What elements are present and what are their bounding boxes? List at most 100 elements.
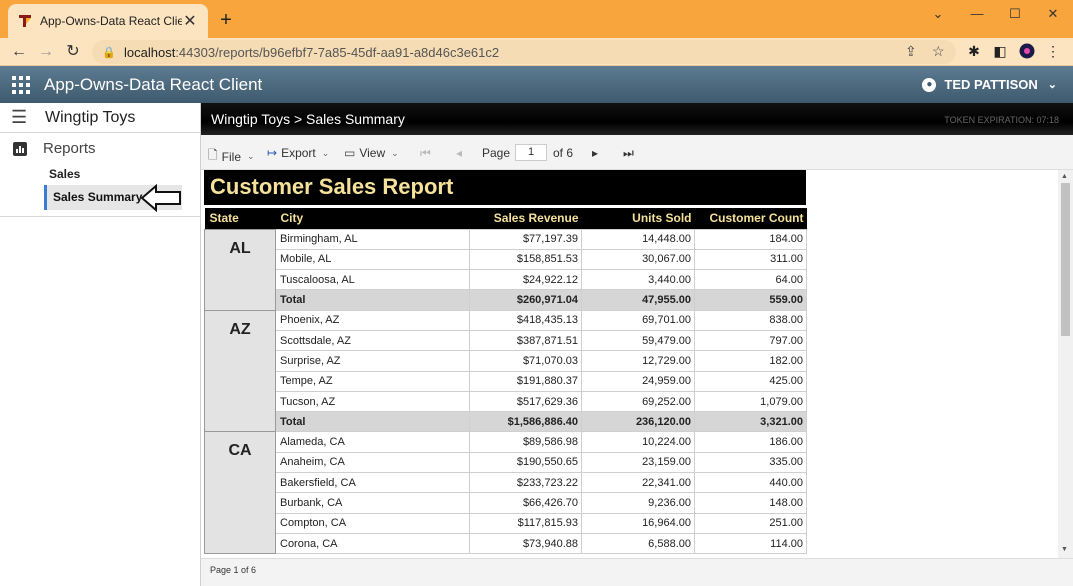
city-cell: Corona, CA bbox=[275, 532, 470, 555]
value-cell: 22,341.00 bbox=[581, 472, 695, 494]
value-cell: 64.00 bbox=[694, 269, 807, 291]
value-cell: $233,723.22 bbox=[469, 472, 582, 494]
report-toolbar: 🗋 File ⌄ ↦ Export ⌄ ▭ View ⌄ ⏮ ◂ Page 1 … bbox=[201, 135, 1073, 170]
value-cell: 148.00 bbox=[694, 492, 807, 514]
profile-avatar-icon[interactable] bbox=[1018, 43, 1036, 62]
browser-menu-icon[interactable]: ⋮ bbox=[1046, 43, 1060, 59]
value-cell: 24,959.00 bbox=[581, 370, 695, 392]
table-row: Burbank, CA $66,426.70 9,236.00 148.00 bbox=[205, 492, 807, 514]
share-icon[interactable]: ⇪ bbox=[905, 43, 917, 59]
column-header: Sales Revenue bbox=[469, 208, 582, 229]
value-cell: 59,479.00 bbox=[581, 329, 695, 352]
new-tab-button[interactable]: + bbox=[220, 9, 232, 31]
value-cell: $24,922.12 bbox=[469, 269, 582, 291]
last-page-icon[interactable]: ⏭ bbox=[623, 146, 634, 160]
forward-icon[interactable]: → bbox=[38, 43, 54, 60]
total-label: Total bbox=[275, 289, 470, 311]
total-row: Total $260,971.04 47,955.00 559.00 bbox=[205, 289, 807, 311]
value-cell: 114.00 bbox=[694, 532, 807, 555]
bookmark-star-icon[interactable]: ☆ bbox=[932, 43, 945, 59]
value-cell: 9,236.00 bbox=[581, 492, 695, 514]
value-cell: 10,224.00 bbox=[581, 431, 695, 453]
value-cell: $89,586.98 bbox=[469, 431, 582, 453]
reports-label: Reports bbox=[43, 140, 96, 157]
value-cell: 440.00 bbox=[694, 472, 807, 494]
city-cell: Tucson, AZ bbox=[275, 390, 470, 413]
table-row: AL Birmingham, AL $77,197.39 14,448.00 184.0… bbox=[204, 228, 807, 311]
view-menu[interactable]: ▭ View ⌄ bbox=[344, 146, 399, 160]
state-cell: CA bbox=[204, 431, 276, 555]
chevron-down-icon[interactable]: ⌄ bbox=[932, 6, 944, 21]
value-cell: 311.00 bbox=[694, 248, 807, 271]
table-row: CA Alameda, CA $89,586.98 10,224.00 186.00 bbox=[204, 431, 807, 555]
address-bar[interactable]: 🔒 localhost:44303/reports/b96efbf7-7a85-… bbox=[92, 40, 956, 64]
token-expiration: TOKEN EXPIRATION: 07:18 bbox=[944, 115, 1059, 125]
value-cell: 69,252.00 bbox=[581, 390, 695, 413]
extensions-puzzle-icon[interactable]: ✱ bbox=[968, 43, 980, 59]
scroll-down-icon[interactable]: ▼ bbox=[1061, 546, 1068, 553]
side-panel-icon[interactable]: ◧ bbox=[993, 43, 1007, 59]
state-cell: AL bbox=[204, 228, 276, 311]
table-header-row: State City Sales Revenue Units Sold Cust… bbox=[204, 208, 807, 229]
file-menu[interactable]: 🗋 File ⌄ bbox=[208, 146, 255, 167]
vertical-scrollbar[interactable]: ▲ ▼ bbox=[1058, 170, 1073, 558]
table-row: Scottsdale, AZ $387,871.51 59,479.00 797.00 bbox=[205, 329, 807, 352]
column-header: State bbox=[204, 208, 276, 229]
first-page-icon[interactable]: ⏮ bbox=[420, 146, 431, 160]
report-title: Customer Sales Report bbox=[204, 170, 806, 205]
value-cell: 182.00 bbox=[694, 350, 807, 372]
page-number-input[interactable]: 1 bbox=[515, 144, 547, 161]
value-cell: $73,940.88 bbox=[469, 532, 582, 555]
sales-report-table: State City Sales Revenue Units Sold Cust… bbox=[204, 208, 807, 555]
hamburger-menu-icon[interactable]: ☰ bbox=[11, 107, 28, 127]
value-cell: 1,079.00 bbox=[694, 390, 807, 413]
file-label: File bbox=[221, 149, 241, 164]
value-cell: 23,159.00 bbox=[581, 451, 695, 474]
back-icon[interactable]: ← bbox=[11, 43, 27, 60]
page-label: Page bbox=[482, 146, 511, 160]
value-cell: 184.00 bbox=[694, 228, 807, 250]
page-status: Page 1 of 6 bbox=[210, 565, 257, 575]
value-cell: 14,448.00 bbox=[581, 228, 695, 250]
table-row: AZ Phoenix, AZ $418,435.13 69,701.00 838.00 bbox=[204, 309, 807, 433]
total-value: $260,971.04 bbox=[469, 289, 582, 311]
close-tab-icon[interactable]: ✕ bbox=[183, 13, 197, 30]
scrollbar-thumb[interactable] bbox=[1061, 183, 1070, 336]
table-row: Corona, CA $73,940.88 6,588.00 114.00 bbox=[205, 532, 807, 555]
value-cell: 16,964.00 bbox=[581, 512, 695, 534]
pointer-arrow-icon bbox=[140, 184, 181, 212]
user-account-icon: ● bbox=[922, 77, 937, 92]
window-close-icon[interactable]: ✕ bbox=[1047, 6, 1059, 21]
maximize-icon[interactable]: ☐ bbox=[1009, 6, 1021, 21]
url-host: localhost bbox=[124, 44, 176, 60]
export-menu[interactable]: ↦ Export ⌄ bbox=[267, 146, 329, 160]
nav-item-sales[interactable]: Sales bbox=[49, 167, 81, 181]
minimize-icon[interactable]: — bbox=[970, 6, 984, 21]
value-cell: 186.00 bbox=[694, 431, 807, 453]
next-page-icon[interactable]: ▸ bbox=[592, 146, 599, 160]
value-cell: $517,629.36 bbox=[469, 390, 582, 413]
value-cell: $191,880.37 bbox=[469, 370, 582, 392]
reports-section[interactable]: Reports bbox=[0, 134, 200, 163]
workspace-selector[interactable]: ☰ Wingtip Toys bbox=[0, 103, 200, 133]
table-row: Compton, CA $117,815.93 16,964.00 251.00 bbox=[205, 512, 807, 534]
table-row: Anaheim, CA $190,550.65 23,159.00 335.00 bbox=[205, 451, 807, 474]
reload-icon[interactable]: ↻ bbox=[66, 43, 80, 60]
value-cell: 3,440.00 bbox=[581, 269, 695, 291]
value-cell: $77,197.39 bbox=[469, 228, 582, 250]
browser-tab[interactable]: App-Owns-Data React Client ✕ bbox=[8, 4, 208, 38]
city-cell: Tempe, AZ bbox=[275, 370, 470, 392]
table-row: Tuscaloosa, AL $24,922.12 3,440.00 64.00 bbox=[205, 269, 807, 291]
nav-divider bbox=[0, 216, 200, 217]
city-cell: Birmingham, AL bbox=[275, 228, 470, 250]
value-cell: 12,729.00 bbox=[581, 350, 695, 372]
scroll-up-icon[interactable]: ▲ bbox=[1061, 173, 1068, 180]
state-cell: AZ bbox=[204, 309, 276, 433]
export-label: Export bbox=[281, 146, 316, 160]
app-launcher-grid-icon[interactable] bbox=[12, 76, 30, 94]
user-menu[interactable]: ● TED PATTISON ⌄ bbox=[922, 77, 1057, 92]
value-cell: 6,588.00 bbox=[581, 532, 695, 555]
value-cell: 425.00 bbox=[694, 370, 807, 392]
city-cell: Mobile, AL bbox=[275, 248, 470, 271]
previous-page-icon[interactable]: ◂ bbox=[456, 146, 463, 160]
